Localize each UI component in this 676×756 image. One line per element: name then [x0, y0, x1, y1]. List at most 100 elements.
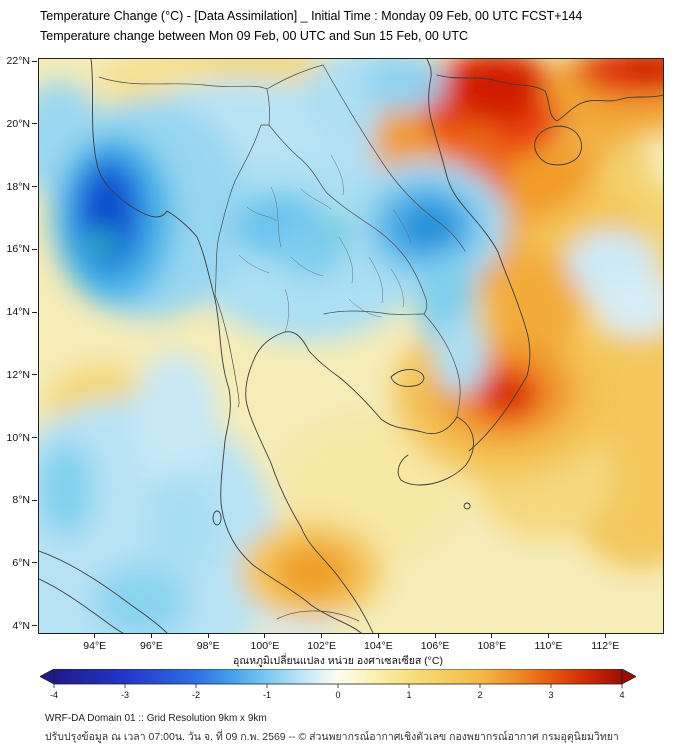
- coast-path: [463, 502, 471, 510]
- colorbar: -4 -3 -2 -1 0 1 2 3 4: [40, 669, 636, 700]
- anomaly-blob: [491, 251, 581, 361]
- colorbar-tick-value: 1: [406, 690, 411, 700]
- map-canvas: [38, 58, 664, 634]
- y-tick-mark: [32, 60, 37, 62]
- colorbar-ticks: [53, 684, 623, 688]
- colorbar-tick-value: -4: [50, 690, 58, 700]
- y-tick-label: 6°N: [12, 556, 30, 569]
- minor-path: [246, 206, 278, 222]
- y-tick-label: 18°N: [6, 180, 30, 193]
- x-tick-label: 106°E: [420, 640, 450, 652]
- y-tick-label: 4°N: [12, 619, 30, 632]
- x-tick-label: 96°E: [140, 640, 163, 652]
- border-path: [214, 124, 262, 296]
- colorbar-tick-value: 3: [548, 690, 553, 700]
- minor-path: [390, 268, 404, 308]
- province-border-layer: [238, 154, 412, 333]
- border-path: [322, 64, 466, 252]
- border-path: [268, 124, 428, 315]
- x-tick-mark: [434, 633, 436, 638]
- coastline-layer: [39, 59, 663, 633]
- colorbar-tick-value: 0: [335, 690, 340, 700]
- y-tick-label: 12°N: [6, 368, 30, 381]
- page-subtitle: Temperature change between Mon 09 Feb, 0…: [40, 29, 469, 43]
- x-tick-mark: [150, 633, 152, 638]
- anomaly-blob: [488, 379, 528, 411]
- x-tick-label: 112°E: [591, 640, 620, 652]
- minor-path: [270, 186, 282, 248]
- anomaly-blob: [435, 318, 487, 394]
- x-tick-mark: [604, 633, 606, 638]
- page-title: Temperature Change (°C) - [Data Assimila…: [40, 9, 583, 23]
- x-tick-label: 102°E: [307, 640, 336, 652]
- anomaly-blob: [273, 543, 353, 601]
- anomaly-blob: [615, 59, 663, 83]
- colorbar-left-arrow: [40, 669, 55, 685]
- x-tick-mark: [491, 633, 493, 638]
- border-path: [98, 64, 324, 90]
- y-tick-label: 8°N: [12, 494, 30, 507]
- y-tick-mark: [32, 625, 37, 627]
- border-path: [323, 310, 425, 315]
- x-tick-label: 104°E: [363, 640, 393, 652]
- x-tick-label: 108°E: [477, 640, 507, 652]
- anomaly-blob: [450, 59, 542, 124]
- minor-path: [368, 256, 383, 304]
- coast-path: [534, 125, 582, 166]
- border-path: [276, 610, 360, 622]
- border-path: [214, 294, 240, 408]
- coast-path: [90, 59, 362, 633]
- x-tick-label: 98°E: [196, 640, 220, 652]
- anomaly-blob: [597, 276, 663, 336]
- colorbar-tick-value: -3: [121, 690, 129, 700]
- coast-path: [426, 59, 531, 452]
- border-path: [423, 313, 461, 418]
- anomaly-blob: [277, 224, 345, 278]
- x-tick-label: 110°E: [534, 640, 563, 652]
- y-tick-mark: [32, 437, 37, 439]
- anomaly-blob: [400, 202, 458, 252]
- x-tick-mark: [377, 633, 379, 638]
- y-tick-label: 14°N: [6, 306, 30, 319]
- y-tick-mark: [32, 248, 37, 250]
- y-tick-label: 16°N: [6, 243, 30, 256]
- colorbar-tick-value: -1: [263, 690, 271, 700]
- temperature-anomaly-layer: [39, 59, 663, 633]
- x-tick-mark: [321, 633, 323, 638]
- x-tick-label: 94°E: [83, 640, 107, 652]
- colorbar-right-arrow: [621, 669, 636, 685]
- colorbar-tick-value: 2: [477, 690, 482, 700]
- anomaly-blob: [93, 564, 189, 633]
- x-tick-mark: [207, 633, 209, 638]
- minor-path: [338, 236, 353, 284]
- coast-path: [436, 74, 663, 122]
- colorbar-label: อุณหภูมิเปลี่ยนแปลง หน่วย องศาเซลเซียส (…: [233, 655, 443, 667]
- y-tick-label: 10°N: [6, 431, 30, 444]
- x-tick-mark: [548, 633, 550, 638]
- x-tick-mark: [264, 633, 266, 638]
- x-tick-label: 100°E: [250, 640, 280, 652]
- coast-path: [39, 578, 124, 633]
- coast-path: [39, 550, 168, 633]
- border-path: [260, 88, 270, 126]
- coast-path: [212, 510, 222, 526]
- anomaly-blob: [88, 181, 122, 241]
- y-tick-mark: [32, 186, 37, 188]
- y-tick-mark: [32, 374, 37, 376]
- y-tick-mark: [32, 499, 37, 501]
- agency-credit: ปรับปรุงข้อมูล ณ เวลา 07:00น. วัน จ. ที่…: [45, 731, 619, 743]
- minor-path: [392, 208, 412, 244]
- colorbar-tick-labels: -4 -3 -2 -1 0 1 2 3 4: [50, 690, 625, 700]
- y-tick-mark: [32, 123, 37, 125]
- y-tick-mark: [32, 311, 37, 313]
- coast-path: [245, 331, 474, 633]
- minor-path: [284, 288, 289, 333]
- minor-path: [348, 298, 382, 318]
- y-tick-mark: [32, 562, 37, 564]
- anomaly-blob: [364, 59, 444, 111]
- colorbar-tick-value: 4: [619, 690, 624, 700]
- coast-path: [390, 369, 425, 387]
- y-tick-label: 20°N: [6, 117, 30, 130]
- anomaly-blob: [147, 471, 215, 581]
